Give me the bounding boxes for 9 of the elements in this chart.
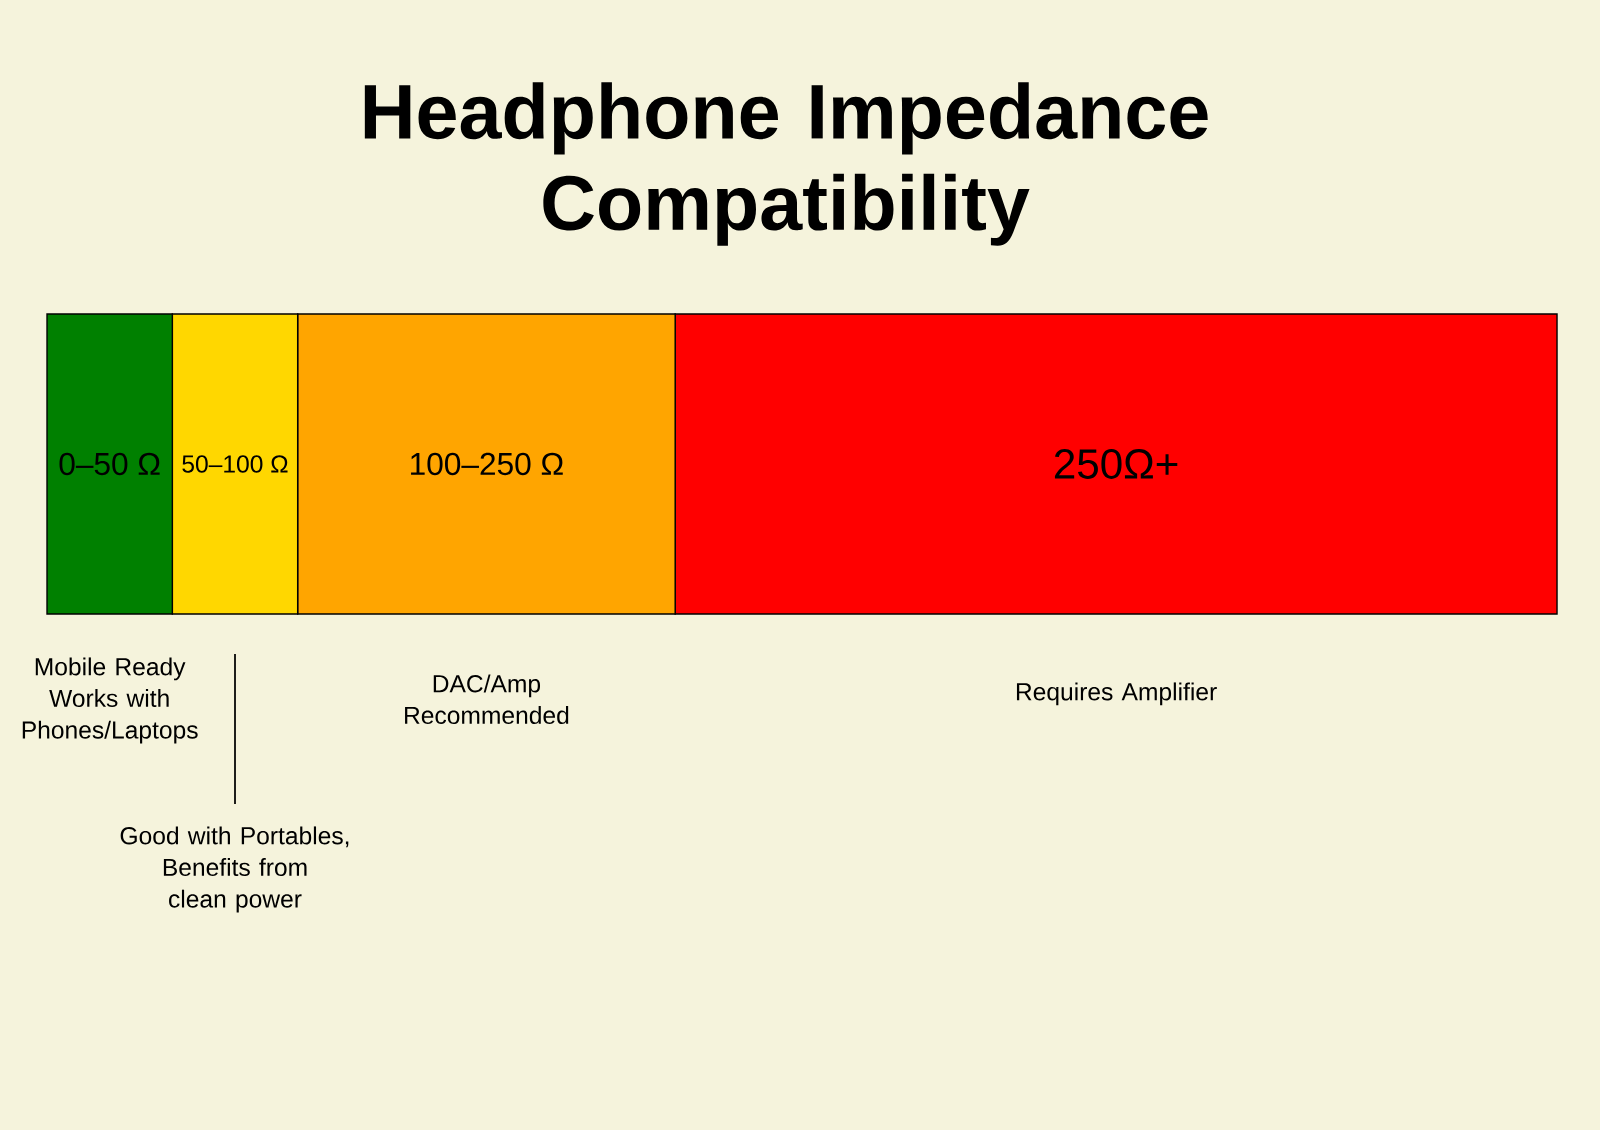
series-label: 50–100 Ω <box>182 455 288 473</box>
series-label: 0–50 Ω <box>59 452 160 476</box>
text: Requires Amplifier <box>1016 682 1217 706</box>
chart-title: Headphone Impedance Compatibility <box>364 82 1208 246</box>
text: Good with Portables, Benefits from clean power <box>120 826 349 913</box>
text: DAC/Amp Recommended <box>405 674 569 725</box>
series-label: 250Ω+ <box>1054 449 1178 479</box>
text: Mobile Ready Works with Phones/Laptops <box>22 657 198 744</box>
series-label: 100–250 Ω <box>411 452 563 476</box>
